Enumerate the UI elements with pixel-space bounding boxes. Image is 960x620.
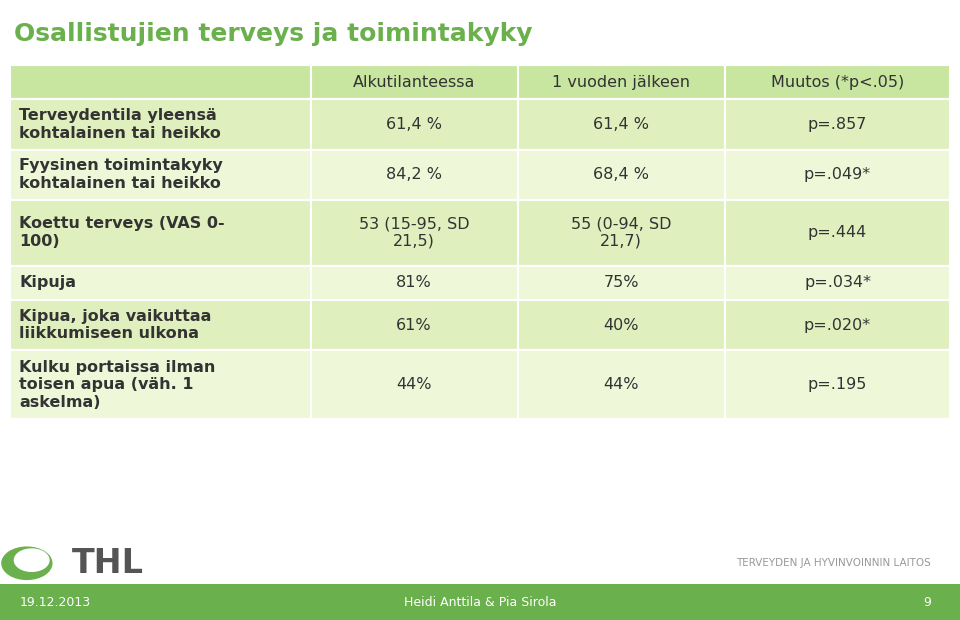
Text: 61,4 %: 61,4 % — [386, 117, 443, 132]
Text: p=.195: p=.195 — [807, 377, 867, 392]
Text: Terveydentila yleensä
kohtalainen tai heikko: Terveydentila yleensä kohtalainen tai he… — [19, 108, 221, 141]
Text: 61%: 61% — [396, 317, 432, 332]
FancyBboxPatch shape — [10, 149, 950, 200]
FancyBboxPatch shape — [10, 300, 950, 350]
Text: p=.049*: p=.049* — [804, 167, 871, 182]
Circle shape — [2, 547, 52, 579]
Text: Muutos (*p<.05): Muutos (*p<.05) — [771, 75, 904, 90]
Text: 1 vuoden jälkeen: 1 vuoden jälkeen — [552, 75, 690, 90]
Text: TERVEYDEN JA HYVINVOINNIN LAITOS: TERVEYDEN JA HYVINVOINNIN LAITOS — [736, 558, 931, 569]
Text: 19.12.2013: 19.12.2013 — [19, 596, 90, 608]
Text: p=.034*: p=.034* — [804, 275, 871, 290]
FancyBboxPatch shape — [10, 350, 950, 419]
Text: 75%: 75% — [604, 275, 638, 290]
Text: 44%: 44% — [604, 377, 638, 392]
Text: Heidi Anttila & Pia Sirola: Heidi Anttila & Pia Sirola — [404, 596, 556, 608]
Text: Alkutilanteessa: Alkutilanteessa — [353, 75, 475, 90]
Text: Koettu terveys (VAS 0-
100): Koettu terveys (VAS 0- 100) — [19, 216, 225, 249]
Text: 9: 9 — [924, 596, 931, 608]
FancyBboxPatch shape — [0, 584, 960, 620]
Text: Kipua, joka vaikuttaa
liikkumiseen ulkona: Kipua, joka vaikuttaa liikkumiseen ulkon… — [19, 309, 211, 341]
FancyBboxPatch shape — [10, 99, 950, 149]
FancyBboxPatch shape — [10, 65, 950, 99]
FancyBboxPatch shape — [0, 542, 960, 584]
Text: 61,4 %: 61,4 % — [593, 117, 649, 132]
Text: 68,4 %: 68,4 % — [593, 167, 649, 182]
Text: 55 (0-94, SD
21,7): 55 (0-94, SD 21,7) — [571, 216, 671, 249]
Text: THL: THL — [72, 547, 144, 580]
Text: 53 (15-95, SD
21,5): 53 (15-95, SD 21,5) — [359, 216, 469, 249]
Text: Osallistujien terveys ja toimintakyky: Osallistujien terveys ja toimintakyky — [14, 22, 533, 46]
Text: p=.020*: p=.020* — [804, 317, 871, 332]
Text: Fyysinen toimintakyky
kohtalainen tai heikko: Fyysinen toimintakyky kohtalainen tai he… — [19, 159, 223, 191]
Text: Kipuja: Kipuja — [19, 275, 76, 290]
Text: p=.444: p=.444 — [808, 225, 867, 240]
Text: 44%: 44% — [396, 377, 432, 392]
FancyBboxPatch shape — [10, 265, 950, 300]
Text: Kulku portaissa ilman
toisen apua (väh. 1
askelma): Kulku portaissa ilman toisen apua (väh. … — [19, 360, 216, 410]
Text: p=.857: p=.857 — [807, 117, 867, 132]
Text: 81%: 81% — [396, 275, 432, 290]
Circle shape — [14, 549, 49, 572]
Text: 40%: 40% — [604, 317, 638, 332]
FancyBboxPatch shape — [10, 200, 950, 265]
Text: 84,2 %: 84,2 % — [386, 167, 443, 182]
